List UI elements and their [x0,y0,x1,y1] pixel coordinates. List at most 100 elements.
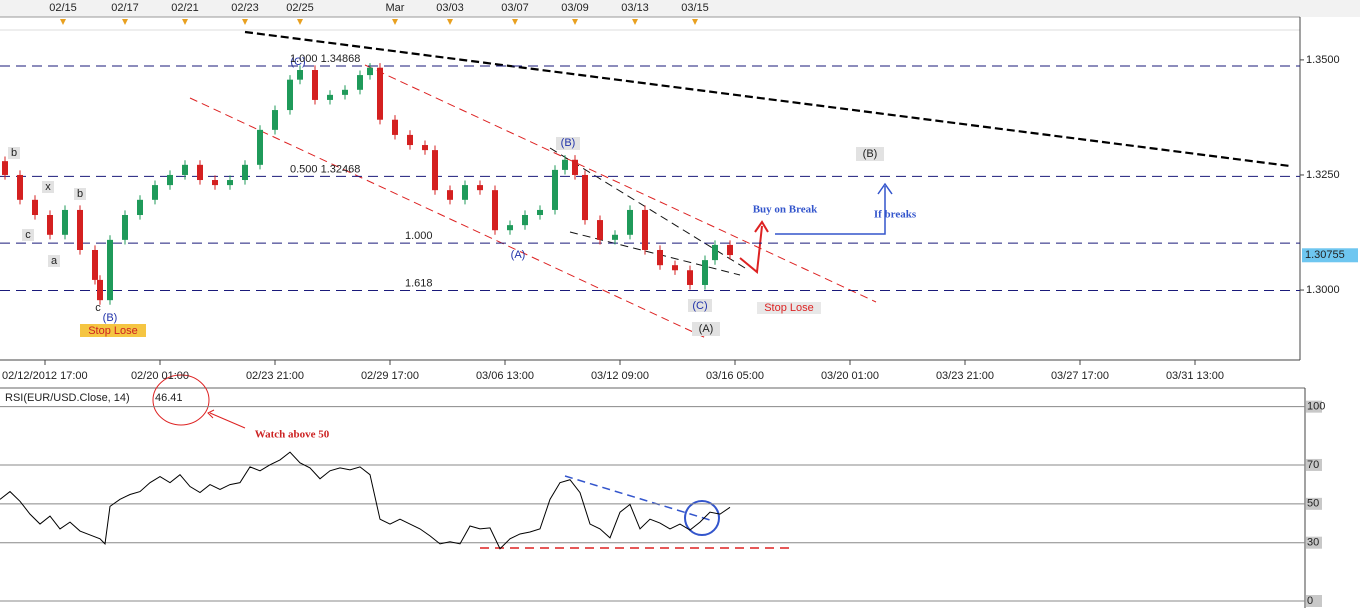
buy-label: Buy on Break [753,204,818,216]
x-tick-label: 03/27 17:00 [1051,370,1109,382]
candle-body [672,265,678,271]
last-price-box [1302,248,1358,263]
candle-body [727,244,733,256]
candle-body [687,270,693,285]
label-bg [692,322,720,336]
label-bg [80,324,146,337]
top-tick-label: Mar [386,2,405,14]
top-tick [632,19,638,25]
rsi-title: RSI(EUR/USD.Close, 14) [5,392,130,404]
rsi-arrow-head [207,409,215,419]
candle-body [167,174,173,186]
x-tick-label: 03/20 01:00 [821,370,879,382]
candle-body [297,70,303,80]
y-tick-label: 0 [1307,595,1313,607]
top-tick [182,19,188,25]
candle-body [507,225,513,231]
candle-body [257,129,263,165]
candle-body [432,150,438,191]
candle-body [242,164,248,181]
fib-label: 1.000 1.34868 [290,53,360,65]
y-tick-label: 1.3250 [1306,169,1340,181]
candle-body [152,185,158,200]
rsi-line [0,451,731,550]
label-bg [757,302,821,314]
candle-body [657,249,663,266]
candle-body [552,169,558,210]
wave-label: (C) [692,300,707,312]
candle-body [92,249,98,280]
channel-upper [364,64,877,303]
candle-body [312,70,318,100]
y-tick-label: 1.3500 [1306,54,1340,66]
fib-label: 1.000 [405,230,433,242]
wave-label: x [45,181,51,193]
candle-body [522,215,528,226]
top-tick [122,19,128,25]
top-tick-label: 03/03 [436,2,464,14]
label-bg [8,147,20,159]
x-tick-label: 03/31 13:00 [1166,370,1224,382]
top-tick [60,19,66,25]
candle-body [327,94,333,100]
stop-loss-label: Stop Lose [88,325,138,337]
wave-label: c [95,302,101,314]
candle-body [227,180,233,186]
label-bg [688,299,712,312]
candle-body [712,244,718,261]
top-tick [297,19,303,25]
label-bg [48,255,60,267]
wave-label: (B) [863,148,878,160]
top-tick [242,19,248,25]
candle-body [77,209,83,250]
x-tick-label: 02/29 17:00 [361,370,419,382]
label-bg [22,229,34,241]
candle-body [597,220,603,240]
top-tick [572,19,578,25]
y-tick-label: 1.3000 [1306,284,1340,296]
top-tick-label: 02/15 [49,2,77,14]
top-tick-label: 02/25 [286,2,314,14]
top-tick [692,19,698,25]
candle-body [582,174,588,221]
break-arrow-head [877,182,893,195]
wave-label: b [77,188,83,200]
x-tick-label: 03/16 05:00 [706,370,764,382]
candle-body [97,279,103,301]
wave-label: c [25,229,31,241]
candle-body [572,159,578,175]
top-tick-label: 02/21 [171,2,199,14]
wave-label: (B) [103,312,118,324]
candle-body [212,180,218,186]
x-tick-label: 03/12 09:00 [591,370,649,382]
rsi-break-circle [684,500,720,536]
wave-label: (A) [699,323,714,335]
top-tick-label: 02/23 [231,2,259,14]
candle-body [407,134,413,146]
candle-body [122,215,128,240]
candle-body [477,185,483,191]
y-tick-label: 50 [1307,498,1319,510]
rsi-circle [152,374,210,426]
x-tick-label: 03/06 13:00 [476,370,534,382]
candle-body [367,67,373,76]
y-tick-bg [1306,536,1322,549]
candle-body [137,199,143,216]
candle-body [2,161,8,175]
channel-lower [189,97,707,339]
candle-body [627,209,633,235]
candle-body [392,119,398,135]
y-tick-bg [1306,595,1322,608]
candle-body [377,67,383,120]
label-bg [556,137,580,150]
top-tick [512,19,518,25]
candle-body [702,260,708,285]
y-tick-bg [1306,400,1322,413]
candle-body [447,190,453,200]
candle-body [287,79,293,111]
fib-label: 1.618 [405,277,433,289]
wave-label: (C) [290,56,305,68]
top-tick-label: 03/09 [561,2,589,14]
rsi-value: 46.41 [155,392,183,404]
